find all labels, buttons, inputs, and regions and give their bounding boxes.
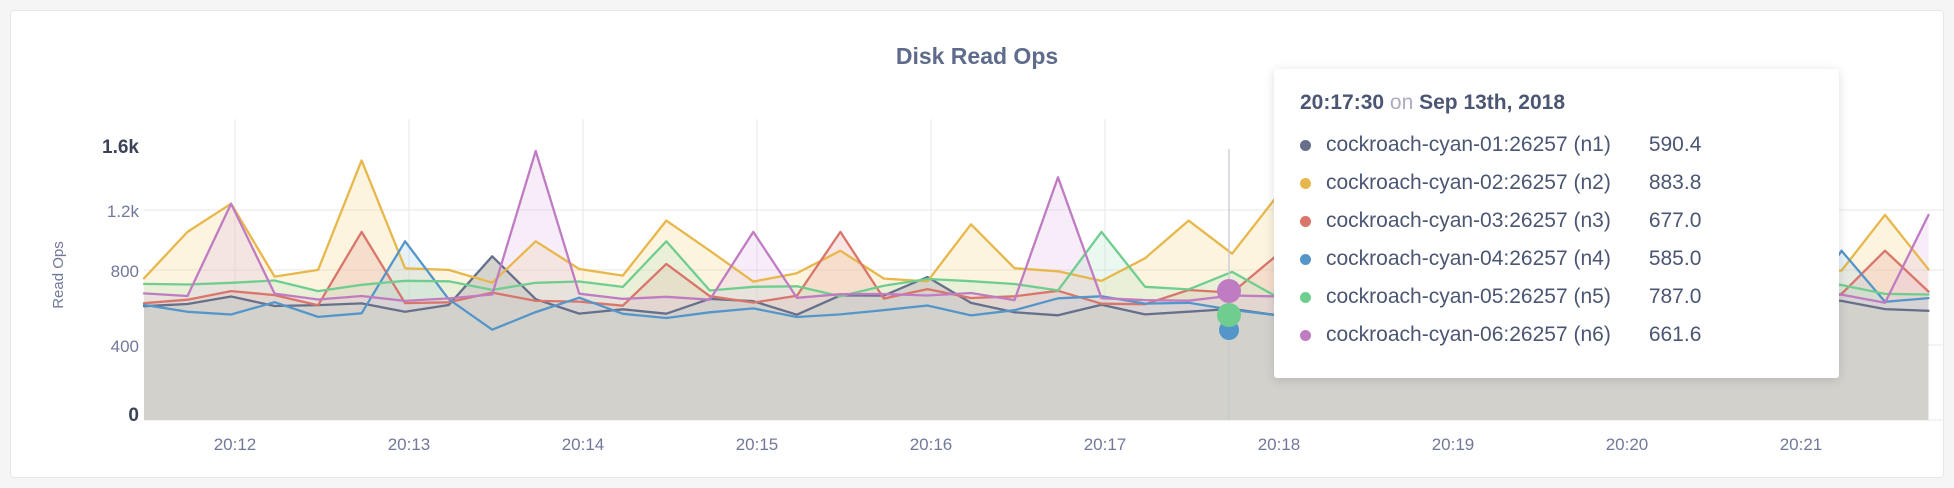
svg-text:1.2k: 1.2k	[107, 202, 140, 221]
svg-text:0: 0	[128, 405, 139, 426]
svg-text:20:20: 20:20	[1606, 435, 1649, 454]
svg-text:20:16: 20:16	[910, 435, 953, 454]
svg-text:20:19: 20:19	[1432, 435, 1475, 454]
svg-text:20:21: 20:21	[1780, 435, 1823, 454]
svg-text:20:13: 20:13	[388, 435, 431, 454]
svg-text:400: 400	[111, 337, 139, 356]
svg-text:20:15: 20:15	[736, 435, 779, 454]
svg-text:800: 800	[111, 262, 139, 281]
svg-text:Read Ops: Read Ops	[50, 241, 67, 309]
svg-text:20:14: 20:14	[562, 435, 605, 454]
svg-text:1.6k: 1.6k	[102, 137, 139, 158]
svg-text:20:17: 20:17	[1084, 435, 1127, 454]
svg-text:20:12: 20:12	[214, 435, 257, 454]
svg-text:20:18: 20:18	[1258, 435, 1301, 454]
